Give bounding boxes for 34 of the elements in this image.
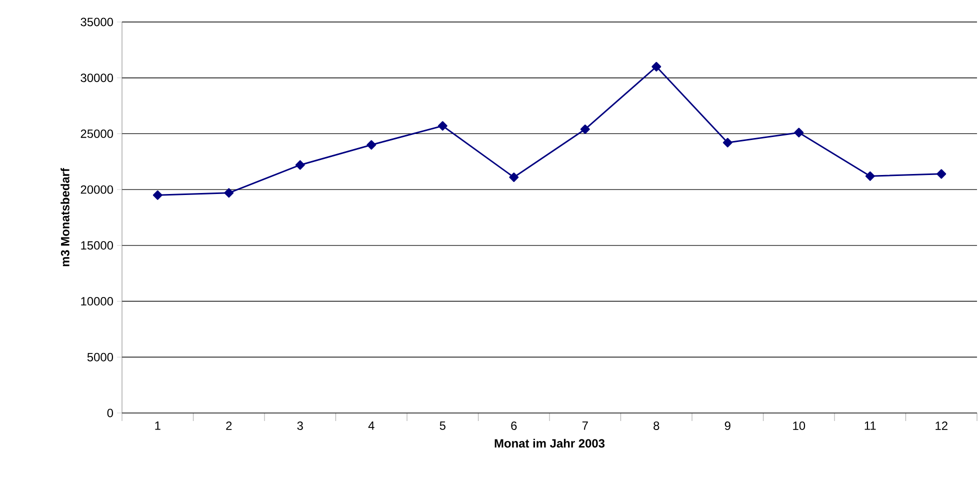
x-tick-label: 1 [155,422,160,430]
point [295,160,305,170]
point [224,188,234,198]
point [722,138,732,148]
y-tick-label: 15000 [81,241,114,250]
x-tick-label: 10 [793,422,806,430]
point [580,124,590,134]
x-tick-label: 3 [297,422,303,430]
x-tick-label: 4 [368,422,374,430]
x-axis-title: Monat im Jahr 2003 [494,438,605,448]
point [865,171,875,181]
x-tick-label: 7 [582,422,588,430]
point [936,169,946,179]
point [366,140,376,150]
point [794,128,804,138]
y-tick-label: 35000 [80,18,114,26]
y-tick-label: 25000 [80,129,114,138]
y-tick-label: 5000 [87,352,114,362]
y-axis-title: m3 Monatsbedarf [60,168,70,266]
x-tick-label: 6 [511,422,517,430]
point [152,190,162,200]
point [652,62,662,72]
y-tick-label: 10000 [81,297,114,306]
x-tick-label: 11 [864,422,876,430]
x-tick-label: 12 [936,422,948,430]
point [509,172,519,182]
y-tick-label: 20000 [80,185,114,194]
point [438,121,448,131]
x-tick-label: 2 [226,422,232,430]
x-tick-label: 5 [440,422,446,430]
x-tick-label: 8 [654,422,660,430]
y-tick-label: 30000 [80,74,114,82]
y-tick-label: 0 [107,408,114,418]
x-tick-label: 9 [724,422,730,430]
